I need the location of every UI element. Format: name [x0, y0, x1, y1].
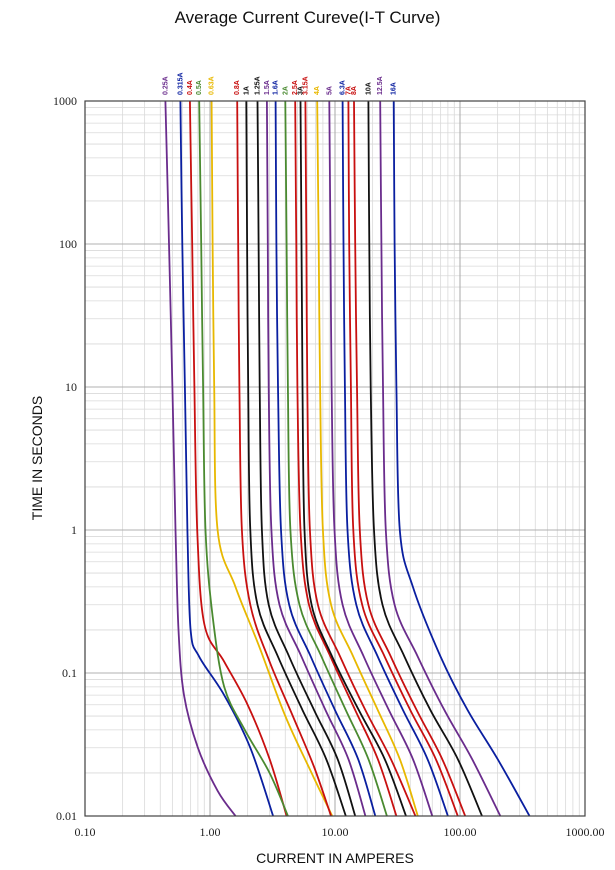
- legend-label-3A: 3A: [298, 86, 305, 95]
- series-line-3A: [299, 100, 407, 817]
- legend-label-1.6A: 1.6A: [273, 80, 280, 95]
- legend-label-1.5A: 1.5A: [264, 80, 271, 95]
- legend-label-1.25A: 1.25A: [255, 76, 262, 95]
- series-line-1.5A: [266, 100, 367, 817]
- y-tick-label: 0.1: [62, 666, 77, 680]
- x-tick-label: 1000.00: [566, 825, 605, 839]
- legend-label-5A: 5A: [326, 86, 333, 95]
- series-line-12.5A: [379, 100, 502, 817]
- legend-label-0.315A: 0.315A: [177, 72, 184, 95]
- legend-label-2A: 2A: [282, 86, 289, 95]
- series-line-16A: [392, 100, 531, 817]
- y-tick-label: 1000: [53, 94, 77, 108]
- series-line-10A: [367, 100, 483, 817]
- legend-label-8A: 8A: [351, 86, 358, 95]
- legend-label-2.5A: 2.5A: [292, 80, 299, 95]
- legend-label-0.4A: 0.4A: [187, 80, 194, 95]
- x-tick-labels: 0.10 1.00 10.00 100.00 1000.00: [75, 825, 605, 839]
- series-line-1.6A: [274, 100, 377, 817]
- series-line-2A: [284, 100, 388, 817]
- series-line-8A: [353, 100, 467, 817]
- series-line-7A: [347, 100, 459, 817]
- y-tick-label: 10: [65, 380, 77, 394]
- legend-label-3.15A: 3.15A: [302, 76, 309, 95]
- x-tick-label: 0.10: [75, 825, 96, 839]
- series-line-4A: [316, 100, 419, 817]
- series-line-1.25A: [256, 100, 357, 817]
- y-tick-label: 1: [71, 523, 77, 537]
- series-line-1A: [245, 100, 347, 817]
- series-line-0.63A: [210, 100, 334, 817]
- legend-label-16A: 16A: [391, 82, 398, 95]
- series-lines: [164, 100, 531, 817]
- series-line-0.315A: [179, 100, 274, 817]
- chart-title: Average Current Cureve(I-T Curve): [174, 8, 441, 27]
- x-tick-label: 10.00: [322, 825, 349, 839]
- series-line-0.4A: [189, 100, 288, 817]
- y-tick-label: 0.01: [56, 809, 77, 823]
- y-tick-label: 100: [59, 237, 77, 251]
- series-line-5A: [328, 100, 434, 817]
- series-line-3.15A: [304, 100, 417, 817]
- legend-label-6.3A: 6.3A: [340, 80, 347, 95]
- series-line-0.8A: [236, 100, 332, 817]
- series-line-2.5A: [294, 100, 398, 817]
- series-line-0.25A: [164, 100, 237, 817]
- x-tick-label: 100.00: [444, 825, 477, 839]
- y-tick-labels: 0.01 0.1 1 10 100 1000: [53, 94, 77, 823]
- legend-label-0.5A: 0.5A: [196, 80, 203, 95]
- legend-label-0.8A: 0.8A: [234, 80, 241, 95]
- legend-label-1A: 1A: [243, 86, 250, 95]
- legend-label-4A: 4A: [314, 86, 321, 95]
- y-axis-label-text: TIME IN SECONDS: [29, 395, 45, 521]
- legend-label-0.25A: 0.25A: [162, 76, 169, 95]
- x-tick-label: 1.00: [200, 825, 221, 839]
- plot-frame: [84, 100, 586, 817]
- series-line-6.3A: [341, 100, 449, 817]
- legend-label-10A: 10A: [365, 82, 372, 95]
- legend-labels: 0.25A 0.315A 0.4A 0.5A 0.63A 0.8A 1A 1.25A 1.5A 1…: [162, 72, 397, 95]
- legend-label-12.5A: 12.5A: [377, 76, 384, 95]
- legend-label-0.63A: 0.63A: [209, 76, 216, 95]
- x-axis-label: CURRENT IN AMPERES: [256, 850, 414, 866]
- series-line-0.5A: [198, 100, 289, 817]
- legend-label-7A: 7A: [345, 86, 352, 95]
